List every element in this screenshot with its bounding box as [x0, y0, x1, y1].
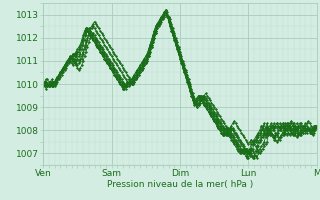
X-axis label: Pression niveau de la mer( hPa ): Pression niveau de la mer( hPa ) [107, 180, 253, 189]
